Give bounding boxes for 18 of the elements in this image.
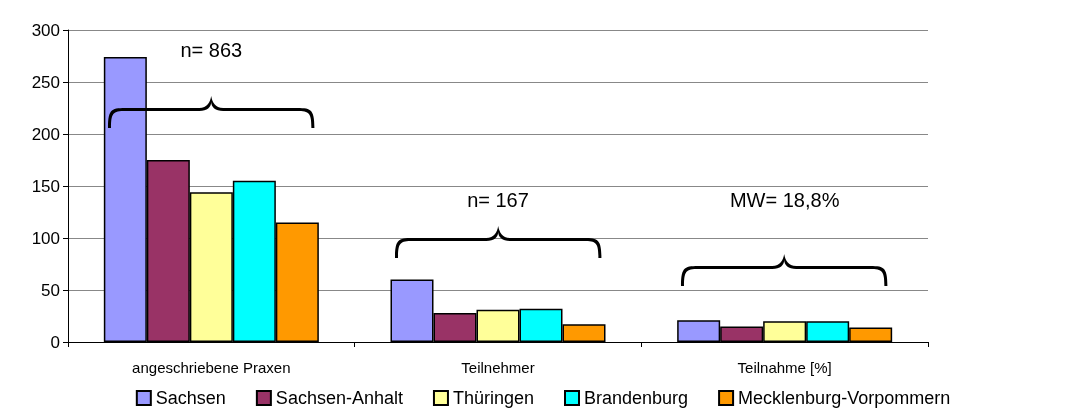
legend-label: Thüringen <box>452 388 535 408</box>
y-tick-label: 100 <box>31 228 60 248</box>
y-tick-label: 300 <box>31 20 60 40</box>
annotation: n= 167 <box>467 189 529 211</box>
x-tick-label: Teilnahme [%] <box>737 359 832 376</box>
y-tick-label: 150 <box>31 176 60 196</box>
x-tick-label: Teilnehmer <box>461 359 535 376</box>
legend-label: Mecklenburg-Vorpommern <box>738 388 951 408</box>
annotation: n= 863 <box>180 39 243 61</box>
legend-label: Brandenburg <box>584 388 689 408</box>
y-tick-label: 0 <box>50 332 60 352</box>
y-tick-label: 200 <box>31 124 60 144</box>
annotation: MW= 18,8% <box>729 189 840 211</box>
y-tick-label: 50 <box>41 280 60 300</box>
y-tick-label: 250 <box>31 72 60 92</box>
x-tick-label: angeschriebene Praxen <box>132 359 291 376</box>
legend-label: Sachsen-Anhalt <box>275 388 403 408</box>
legend-label: Sachsen <box>155 388 226 408</box>
